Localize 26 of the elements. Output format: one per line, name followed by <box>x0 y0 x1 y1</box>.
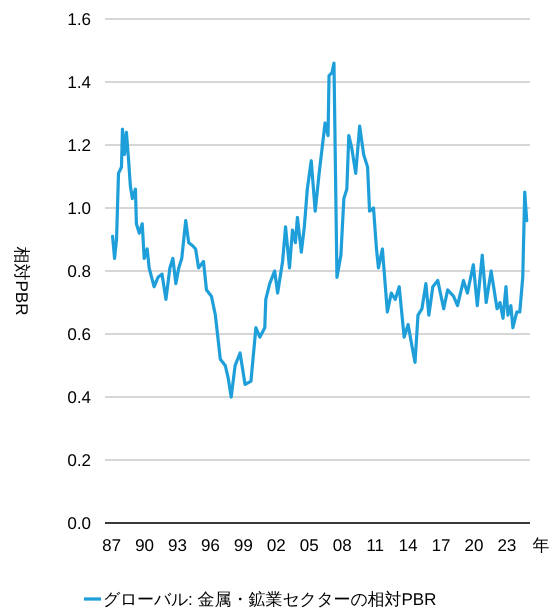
y-tick-label: 0.6 <box>67 324 91 344</box>
x-tick-label: 90 <box>135 536 154 555</box>
y-tick-label: 0.2 <box>67 450 91 470</box>
y-tick-label: 1.4 <box>67 72 91 92</box>
x-tick-label: 05 <box>300 536 319 555</box>
y-tick-label: 0.4 <box>67 388 91 407</box>
y-tick-label: 1.0 <box>67 198 91 218</box>
x-tick-label: 08 <box>332 536 352 555</box>
y-tick-label: 0.0 <box>67 514 91 533</box>
x-tick-label: 17 <box>432 536 451 555</box>
x-tick-label: 87 <box>102 536 122 555</box>
y-axis-title: 相対PBR <box>12 246 31 316</box>
x-tick-label: 99 <box>234 536 253 555</box>
x-tick-label: 11 <box>366 536 384 555</box>
x-tick-label: 23 <box>497 536 516 555</box>
y-tick-label: 1.2 <box>67 136 91 155</box>
x-tick-label: 20 <box>464 536 484 555</box>
y-tick-label: 1.6 <box>67 10 91 29</box>
legend-label: グローバル: 金属・鉱業セクターの相対PBR <box>103 590 436 609</box>
line-series <box>110 62 528 399</box>
x-tick-label: 96 <box>200 536 220 555</box>
x-tick-label: 93 <box>168 536 187 555</box>
x-axis-title: 年 <box>532 536 550 555</box>
y-tick-label: 0.8 <box>67 262 91 281</box>
x-tick-label: 02 <box>266 536 286 555</box>
x-tick-label: 14 <box>398 536 418 555</box>
